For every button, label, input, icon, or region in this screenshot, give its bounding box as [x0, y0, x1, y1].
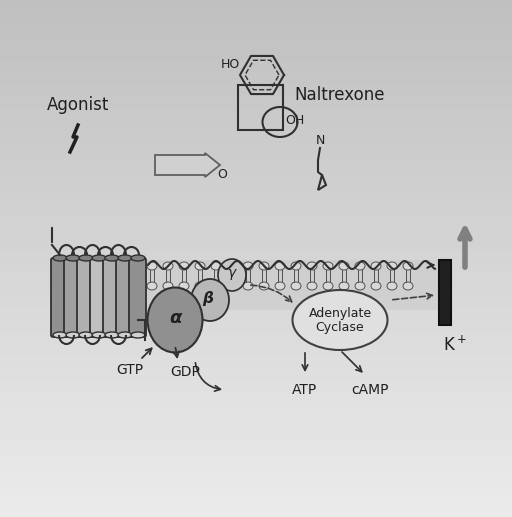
Ellipse shape: [339, 262, 349, 270]
Ellipse shape: [79, 332, 93, 338]
Text: cAMP: cAMP: [351, 383, 389, 397]
Text: N: N: [315, 133, 325, 146]
Ellipse shape: [355, 262, 365, 270]
Text: Cyclase: Cyclase: [316, 322, 365, 334]
Ellipse shape: [355, 282, 365, 290]
FancyBboxPatch shape: [64, 258, 81, 337]
Text: Adenylate: Adenylate: [308, 308, 372, 321]
Ellipse shape: [163, 262, 173, 270]
Ellipse shape: [339, 282, 349, 290]
Text: β: β: [203, 291, 214, 306]
Text: OH: OH: [285, 114, 305, 127]
Ellipse shape: [227, 262, 237, 270]
FancyBboxPatch shape: [77, 258, 94, 337]
Text: O: O: [217, 169, 227, 181]
Ellipse shape: [195, 262, 205, 270]
Bar: [238, 85, 283, 130]
Ellipse shape: [66, 332, 80, 338]
Text: GTP: GTP: [116, 363, 143, 377]
FancyBboxPatch shape: [116, 258, 133, 337]
Bar: [75, 260, 445, 310]
Ellipse shape: [105, 255, 119, 261]
Ellipse shape: [211, 262, 221, 270]
Ellipse shape: [92, 332, 106, 338]
Bar: [439, 260, 451, 325]
Ellipse shape: [275, 282, 285, 290]
Ellipse shape: [195, 282, 205, 290]
Ellipse shape: [291, 262, 301, 270]
Ellipse shape: [147, 287, 203, 353]
Ellipse shape: [259, 282, 269, 290]
Ellipse shape: [115, 262, 125, 270]
Ellipse shape: [99, 262, 109, 270]
Ellipse shape: [403, 262, 413, 270]
Ellipse shape: [292, 290, 388, 350]
Ellipse shape: [53, 255, 67, 261]
Ellipse shape: [163, 282, 173, 290]
Ellipse shape: [323, 282, 333, 290]
FancyBboxPatch shape: [103, 258, 120, 337]
Ellipse shape: [371, 262, 381, 270]
Ellipse shape: [403, 282, 413, 290]
Ellipse shape: [227, 282, 237, 290]
Ellipse shape: [66, 255, 80, 261]
Ellipse shape: [118, 255, 132, 261]
Ellipse shape: [99, 282, 109, 290]
Ellipse shape: [291, 282, 301, 290]
Ellipse shape: [147, 282, 157, 290]
Ellipse shape: [131, 255, 145, 261]
Text: Naltrexone: Naltrexone: [295, 86, 385, 104]
Ellipse shape: [191, 279, 229, 321]
FancyBboxPatch shape: [51, 258, 68, 337]
Ellipse shape: [179, 282, 189, 290]
Ellipse shape: [387, 282, 397, 290]
Text: K$^+$: K$^+$: [443, 336, 467, 355]
Text: Agonist: Agonist: [47, 96, 109, 114]
Ellipse shape: [211, 282, 221, 290]
FancyBboxPatch shape: [90, 258, 107, 337]
Ellipse shape: [275, 262, 285, 270]
Ellipse shape: [323, 262, 333, 270]
Ellipse shape: [259, 262, 269, 270]
Ellipse shape: [115, 282, 125, 290]
Ellipse shape: [387, 262, 397, 270]
Text: HO: HO: [220, 58, 240, 71]
Ellipse shape: [118, 332, 132, 338]
FancyBboxPatch shape: [129, 258, 146, 337]
Ellipse shape: [79, 255, 93, 261]
Text: α: α: [169, 309, 181, 327]
Ellipse shape: [307, 282, 317, 290]
Ellipse shape: [105, 332, 119, 338]
Ellipse shape: [307, 262, 317, 270]
Ellipse shape: [53, 332, 67, 338]
Ellipse shape: [243, 282, 253, 290]
Ellipse shape: [131, 282, 141, 290]
Ellipse shape: [131, 332, 145, 338]
Ellipse shape: [179, 262, 189, 270]
Ellipse shape: [218, 259, 246, 291]
Ellipse shape: [131, 262, 141, 270]
Ellipse shape: [83, 262, 93, 270]
Text: γ: γ: [228, 266, 236, 280]
Ellipse shape: [243, 262, 253, 270]
Ellipse shape: [83, 282, 93, 290]
Ellipse shape: [92, 255, 106, 261]
Ellipse shape: [147, 262, 157, 270]
FancyArrow shape: [155, 153, 220, 177]
Text: ATP: ATP: [292, 383, 317, 397]
Ellipse shape: [371, 282, 381, 290]
Text: GDP: GDP: [170, 365, 200, 379]
